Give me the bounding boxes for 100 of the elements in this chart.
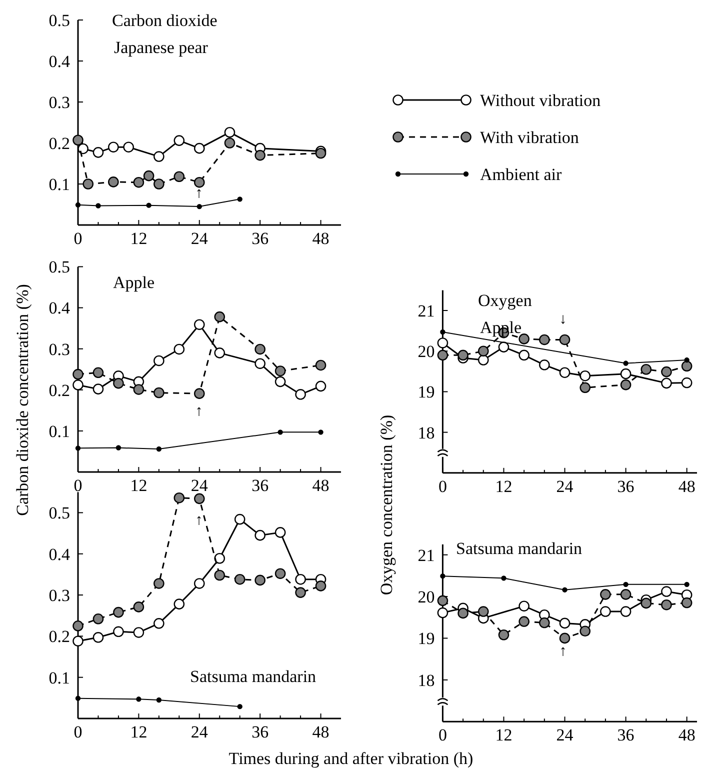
point bbox=[254, 574, 266, 586]
point bbox=[214, 552, 226, 564]
point bbox=[539, 360, 550, 370]
point bbox=[254, 530, 266, 541]
point bbox=[478, 606, 489, 617]
point bbox=[684, 582, 690, 588]
point bbox=[108, 142, 119, 152]
point bbox=[194, 493, 205, 504]
y-tick-label: 20 bbox=[418, 587, 435, 606]
point bbox=[237, 704, 242, 710]
x-axis-title: Times during and after vibration (h) bbox=[228, 749, 474, 768]
point bbox=[620, 379, 632, 390]
point bbox=[72, 620, 84, 632]
point bbox=[539, 334, 550, 346]
x-tick-label: 24 bbox=[190, 476, 208, 495]
y-tick-label: 21 bbox=[418, 546, 435, 565]
point bbox=[278, 430, 283, 435]
point bbox=[274, 527, 286, 538]
point bbox=[116, 445, 122, 450]
point bbox=[681, 360, 692, 372]
point bbox=[72, 380, 84, 390]
point bbox=[194, 142, 205, 154]
point bbox=[254, 358, 266, 369]
x-tick-label: 0 bbox=[74, 229, 82, 248]
point bbox=[254, 150, 266, 161]
point bbox=[661, 599, 672, 610]
legend-label: Without vibration bbox=[480, 90, 602, 110]
point bbox=[234, 514, 246, 525]
point bbox=[214, 311, 226, 322]
point bbox=[113, 378, 124, 389]
point bbox=[559, 618, 570, 629]
point bbox=[113, 626, 124, 638]
point bbox=[123, 142, 134, 152]
y-tick-label: 20 bbox=[418, 342, 435, 362]
point bbox=[72, 636, 84, 647]
point bbox=[640, 364, 652, 375]
annotation: ↑ bbox=[195, 403, 203, 420]
point bbox=[661, 366, 672, 378]
point bbox=[478, 346, 489, 356]
point bbox=[620, 606, 632, 617]
y-tick-label: 0.3 bbox=[48, 586, 70, 605]
point bbox=[92, 613, 104, 624]
y-tick-label: 19 bbox=[418, 382, 435, 402]
y-tick-label: 0.4 bbox=[48, 298, 70, 318]
point bbox=[559, 367, 570, 378]
annotation: ↑ bbox=[195, 185, 203, 202]
x-tick-label: 12 bbox=[130, 476, 148, 495]
x-tick-label: 48 bbox=[312, 229, 330, 248]
x-tick-label: 24 bbox=[190, 229, 208, 248]
point bbox=[224, 138, 236, 148]
point bbox=[295, 574, 306, 585]
point bbox=[196, 204, 202, 210]
point bbox=[154, 578, 164, 589]
x-tick-label: 36 bbox=[617, 476, 634, 496]
point bbox=[174, 598, 185, 610]
point bbox=[92, 147, 104, 158]
x-tick-label: 36 bbox=[252, 229, 269, 248]
point bbox=[315, 380, 326, 392]
point bbox=[82, 178, 94, 190]
point bbox=[315, 580, 326, 592]
chart-title: Satsuma mandarin bbox=[456, 538, 583, 558]
point bbox=[684, 357, 690, 363]
x-tick-label: 48 bbox=[312, 722, 330, 742]
point bbox=[133, 384, 144, 395]
y-tick-label: 0.1 bbox=[48, 668, 70, 688]
point bbox=[174, 135, 185, 146]
point bbox=[318, 430, 324, 435]
point bbox=[623, 360, 628, 366]
y-tick-label: 0.2 bbox=[48, 134, 70, 153]
point bbox=[295, 388, 306, 400]
y-axis-title: Carbon dioxide concentration (%) bbox=[12, 284, 32, 516]
point bbox=[437, 595, 448, 606]
point bbox=[620, 589, 632, 600]
point bbox=[156, 697, 162, 703]
y-tick-label: 0.5 bbox=[48, 10, 70, 30]
point bbox=[75, 202, 81, 208]
y-tick-label: 21 bbox=[418, 301, 435, 320]
point bbox=[136, 696, 142, 702]
point bbox=[518, 616, 530, 627]
point bbox=[440, 329, 446, 335]
point bbox=[295, 587, 306, 598]
point bbox=[580, 382, 591, 394]
point bbox=[234, 574, 246, 585]
x-tick-label: 24 bbox=[190, 722, 208, 742]
point bbox=[559, 334, 570, 346]
point bbox=[194, 176, 205, 188]
x-tick-label: 36 bbox=[617, 726, 634, 745]
y-tick-label: 0.2 bbox=[48, 627, 70, 646]
point bbox=[440, 573, 446, 579]
point bbox=[92, 384, 104, 394]
point bbox=[661, 378, 672, 389]
point bbox=[214, 348, 226, 358]
point bbox=[501, 576, 506, 581]
point bbox=[640, 598, 652, 609]
point bbox=[224, 126, 236, 138]
point bbox=[214, 570, 226, 581]
point bbox=[437, 338, 448, 348]
point bbox=[539, 617, 550, 628]
chart-title: Carbon dioxide bbox=[112, 10, 218, 30]
chart-title: Apple bbox=[113, 272, 155, 292]
